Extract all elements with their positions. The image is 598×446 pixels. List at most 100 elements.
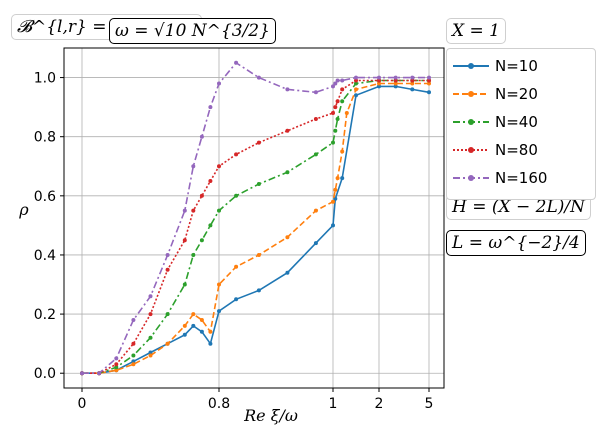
- series-4-point: [114, 356, 119, 361]
- series-0-point: [182, 332, 187, 337]
- grid: [64, 48, 444, 388]
- series-2-point: [182, 282, 187, 287]
- series-1-point: [427, 81, 431, 86]
- series-2-point: [131, 353, 136, 358]
- series-1-point: [182, 323, 187, 328]
- series-0-point: [427, 90, 431, 95]
- series-2-point: [191, 253, 196, 257]
- y-axis-label: ρ: [18, 200, 29, 219]
- series-4-point: [410, 75, 415, 80]
- series-1-point: [313, 208, 318, 213]
- series-4-point: [377, 75, 381, 80]
- series-line-3: [82, 79, 429, 375]
- legend-item-n40: N=40: [447, 111, 593, 133]
- y-tick-label: 0.4: [34, 248, 56, 264]
- legend-label-n10: N=10: [495, 57, 538, 75]
- series-2-point: [217, 208, 221, 213]
- series-3-point: [313, 117, 318, 121]
- series-1-point: [340, 149, 345, 154]
- series-0-point: [313, 241, 318, 246]
- series-4-point: [182, 208, 187, 213]
- series-1-point: [114, 368, 119, 373]
- legend-swatch-n80: [453, 147, 489, 153]
- series-1-point: [234, 264, 239, 269]
- series-0-point: [199, 329, 204, 334]
- legend-swatch-n20: [453, 91, 489, 97]
- annotation-right-bottom: L = ω^{−2}/4: [446, 230, 586, 256]
- series-0-point: [410, 87, 415, 92]
- y-tick-label: 0.6: [34, 189, 56, 205]
- series-0-point: [191, 323, 196, 328]
- series-1-point: [331, 199, 335, 204]
- series-3-point: [114, 362, 119, 367]
- series-4-point: [354, 75, 358, 80]
- series-3-point: [208, 179, 213, 183]
- legend-label-n160: N=160: [495, 169, 548, 187]
- series-1-point: [285, 235, 290, 240]
- series-4-point: [335, 78, 340, 83]
- series-1-point: [191, 312, 196, 317]
- series-2-point: [199, 238, 204, 243]
- x-tick-label: 1: [329, 396, 338, 412]
- series-3-point: [217, 164, 221, 169]
- series-0-point: [377, 84, 381, 89]
- series-3-point: [427, 78, 431, 83]
- series-4-point: [97, 371, 102, 376]
- series-3-point: [333, 105, 338, 110]
- series-1-point: [354, 87, 358, 92]
- series-4-point: [393, 75, 398, 80]
- legend-item-n80: N=80: [447, 139, 593, 161]
- x-tick-label: 0: [78, 396, 87, 412]
- series-3-point: [182, 238, 187, 243]
- series-0-point: [331, 223, 335, 228]
- legend-label-n80: N=80: [495, 141, 538, 159]
- series-0-point: [256, 288, 261, 293]
- legend-swatch-n160: [453, 175, 489, 181]
- legend-label-n40: N=40: [495, 113, 538, 131]
- series-4-point: [208, 105, 213, 110]
- series-4-point: [340, 78, 345, 83]
- series-2-point: [333, 128, 338, 133]
- series-4-point: [285, 87, 290, 92]
- series-1-point: [410, 81, 415, 86]
- y-tick-label: 0.2: [34, 307, 56, 323]
- series-3-point: [256, 140, 261, 145]
- series-4-point: [217, 81, 221, 86]
- series-1-point: [148, 353, 153, 358]
- legend-item-n20: N=20: [447, 83, 593, 105]
- series-3-point: [377, 78, 381, 83]
- series-1-point: [377, 81, 381, 86]
- series-1-point: [344, 111, 349, 115]
- series-0-point: [285, 270, 290, 275]
- series-1-point: [131, 362, 136, 367]
- series-1-point: [333, 187, 338, 192]
- legend-label-n20: N=20: [495, 85, 538, 103]
- series-2-point: [234, 193, 239, 198]
- series-4-point: [256, 75, 261, 80]
- series-2-point: [340, 99, 345, 104]
- series-3-point: [131, 341, 136, 346]
- series-line-2: [82, 79, 429, 375]
- series-4-point: [234, 60, 239, 65]
- series-3-point: [191, 208, 196, 213]
- series-4-point: [199, 134, 204, 139]
- series-2-point: [331, 140, 335, 145]
- series-3-point: [340, 87, 345, 92]
- series-1-point: [217, 282, 221, 287]
- series-3-point: [285, 128, 290, 133]
- x-tick-label: 2: [375, 396, 384, 412]
- series-2-point: [208, 223, 213, 228]
- series-2-point: [165, 312, 170, 317]
- legend-swatch-n40: [453, 119, 489, 125]
- series-3-point: [148, 312, 153, 317]
- series-1-point: [199, 318, 204, 322]
- series-1-point: [335, 176, 340, 181]
- series-line-1: [82, 82, 429, 375]
- series-4-point: [131, 318, 136, 322]
- x-tick-label: 5: [425, 396, 434, 412]
- series-4-point: [331, 84, 335, 89]
- series-2-point: [285, 170, 290, 175]
- series-1-point: [393, 81, 398, 86]
- series-2-point: [256, 182, 261, 186]
- series-0-point: [148, 350, 153, 355]
